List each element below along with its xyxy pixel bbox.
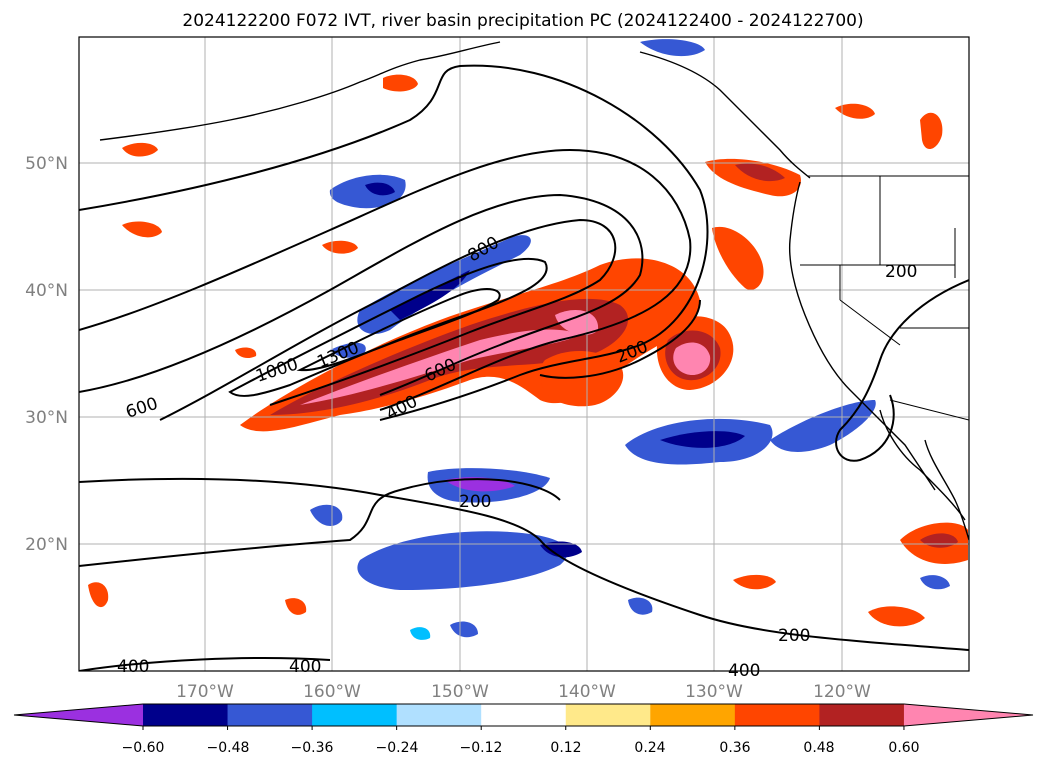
negative-blob-bc <box>329 174 406 209</box>
coastlines <box>99 41 969 541</box>
positive-blob-w3 <box>235 347 257 358</box>
contour-600 <box>79 193 644 396</box>
chart-title: 2024122200 F072 IVT, river basin precipi… <box>182 11 863 31</box>
border-ca-nv <box>839 299 901 346</box>
positive-blob-alaska <box>383 74 418 92</box>
negative-blob-small-2 <box>628 597 653 615</box>
contour-label: 200 <box>885 262 917 282</box>
positive-blob-bc-core <box>735 163 785 182</box>
colorbar-tick-label: 0.36 <box>719 740 750 756</box>
positive-blob-east-core <box>673 342 711 376</box>
positive-blob-center <box>540 350 624 407</box>
ivt-contours <box>79 64 969 671</box>
positive-blob-se <box>868 606 925 627</box>
colorbar-tick-label: −0.60 <box>122 740 165 756</box>
colorbar-ticks: −0.60 −0.48 −0.36 −0.24 −0.12 0.12 0.24 … <box>122 740 920 756</box>
negative-blob-trop-core <box>540 541 582 558</box>
colorbar-cell <box>143 704 229 726</box>
negative-blob-trop <box>357 531 568 590</box>
positive-blob-s1 <box>733 574 776 590</box>
contour-south-400 <box>79 478 561 567</box>
positive-band-core <box>300 329 580 405</box>
map-panel: 800 1300 1000 600 600 400 200 200 200 20… <box>78 36 970 681</box>
contour-800 <box>159 218 617 421</box>
coast-mexico <box>924 439 969 541</box>
colorbar-cell <box>650 704 736 726</box>
contour-400-bottom <box>79 657 331 671</box>
lon-tick-label: 130°W <box>685 682 743 702</box>
positive-blob-ne <box>835 103 875 119</box>
lon-tick-label: 120°W <box>813 682 871 702</box>
contour-1300 <box>296 288 501 372</box>
contour-label: 400 <box>117 657 149 677</box>
contour-400-north <box>79 148 692 411</box>
borders <box>800 175 969 421</box>
lon-tick-label: 170°W <box>176 682 234 702</box>
negative-blob-bc-core <box>365 182 395 196</box>
contour-label: 200 <box>459 492 491 512</box>
lon-tick-label: 140°W <box>558 682 616 702</box>
colorbar-tick-label: 0.24 <box>634 740 665 756</box>
coast-alaska-panhandle <box>639 51 811 179</box>
contour-label: 200 <box>778 626 810 646</box>
lon-tick-label: 160°W <box>303 682 361 702</box>
colorbar-cell <box>312 704 398 726</box>
lon-tick-label: 150°W <box>431 682 489 702</box>
colorbar-tick-label: −0.24 <box>376 740 419 756</box>
negative-band-north-core <box>390 270 470 320</box>
colorbar-cell <box>481 704 567 726</box>
border-us-mexico <box>889 399 969 421</box>
contour-200-mid <box>539 299 701 379</box>
colorbar-tick-label: 0.60 <box>888 740 919 756</box>
colorbar-cell <box>734 704 820 726</box>
precip-shading <box>88 39 968 640</box>
negative-blob-small-3 <box>920 575 950 590</box>
colorbar-tick-label: −0.36 <box>291 740 334 756</box>
contour-200-north <box>79 64 709 421</box>
negative-band-north-edge <box>330 342 366 358</box>
colorbar-cells <box>13 703 1034 730</box>
colorbar-tick-label: 0.12 <box>550 740 581 756</box>
colorbar-tick-label: −0.12 <box>460 740 503 756</box>
coast-alaska-aleutian <box>99 41 501 141</box>
lat-tick-label: 30°N <box>25 408 68 428</box>
colorbar-cell <box>396 704 482 726</box>
negative-blob-n-pac <box>640 39 705 57</box>
graticule <box>79 37 969 671</box>
colorbar-cell <box>903 704 1033 726</box>
positive-blob-w1 <box>122 221 162 238</box>
positive-blob-ne2 <box>920 112 943 150</box>
positive-blob-w2 <box>322 240 358 254</box>
colorbar-cell <box>819 704 905 726</box>
lat-axis: 50°N 40°N 30°N 20°N <box>25 154 68 555</box>
colorbar-tick-label: −0.48 <box>207 740 250 756</box>
colorbar-cell <box>14 704 143 726</box>
positive-blob-s3 <box>285 598 307 615</box>
colorbar: −0.60 −0.48 −0.36 −0.24 −0.12 0.12 0.24 … <box>13 703 1034 756</box>
contour-200-coast <box>835 279 969 462</box>
positive-blob-north-ca <box>712 226 764 290</box>
colorbar-cell <box>565 704 651 726</box>
coast-baja <box>879 409 966 521</box>
coast-west-us <box>788 181 936 491</box>
positive-blob-s2 <box>88 582 109 608</box>
lat-tick-label: 50°N <box>25 154 68 174</box>
contour-south-200 <box>79 477 969 651</box>
negative-blob-east-pacific-core <box>660 431 745 448</box>
contour-label: 400 <box>289 657 321 677</box>
contour-1000 <box>228 257 548 397</box>
negative-blob-small-4 <box>450 621 478 638</box>
negative-blob-small-1 <box>310 504 343 526</box>
lat-tick-label: 40°N <box>25 281 68 301</box>
negative-blob-east-pacific-2 <box>770 400 876 452</box>
lon-axis: 170°W 160°W 150°W 140°W 130°W 120°W <box>176 682 871 702</box>
colorbar-tick-label: 0.48 <box>803 740 834 756</box>
positive-blob-bering <box>122 142 158 157</box>
negative-blob-small-5 <box>410 627 431 640</box>
colorbar-cell <box>227 704 313 726</box>
map-frame <box>78 36 970 672</box>
lat-tick-label: 20°N <box>25 535 68 555</box>
